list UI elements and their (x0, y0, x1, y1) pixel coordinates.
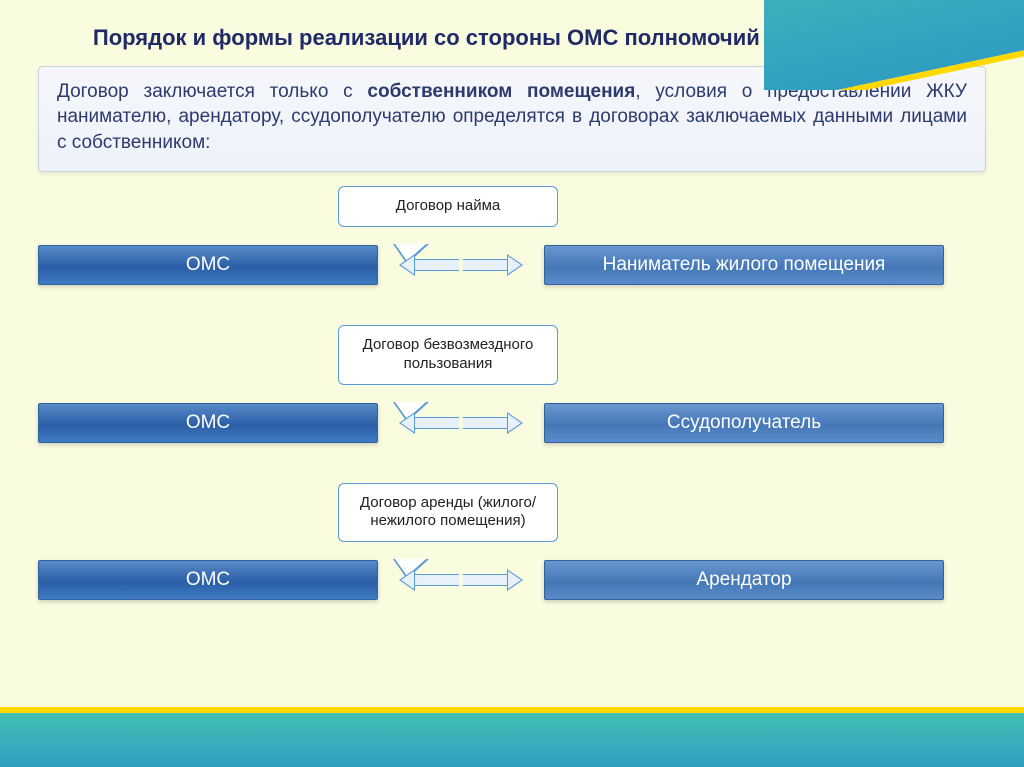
bar-left-2: ОМС (38, 403, 378, 443)
arrow-left-icon (399, 412, 459, 434)
row-3: Договор аренды (жилого/нежилого помещени… (38, 483, 986, 601)
info-bold: собственником помещения (367, 81, 635, 102)
diagram-rows: Договор найма ОМС Наниматель жилого поме… (38, 186, 986, 600)
bar-left-3: ОМС (38, 560, 378, 600)
callout-1: Договор найма (338, 186, 558, 227)
arrow-right-icon (463, 254, 523, 276)
bar-right-2: Ссудополучатель (544, 403, 944, 443)
arrows-1 (396, 249, 526, 281)
pair-2: ОМС Ссудополучатель (38, 403, 986, 443)
callout-3-text: Договор аренды (жилого/нежилого помещени… (360, 494, 536, 530)
arrows-3 (396, 564, 526, 596)
row-1: Договор найма ОМС Наниматель жилого поме… (38, 186, 986, 285)
callout-1-text: Договор найма (396, 197, 500, 214)
bar-left-1: ОМС (38, 245, 378, 285)
bar-right-1: Наниматель жилого помещения (544, 245, 944, 285)
bar-right-3: Арендатор (544, 560, 944, 600)
pair-1: ОМС Наниматель жилого помещения (38, 245, 986, 285)
bottom-accent (0, 707, 1024, 767)
pair-3: ОМС Арендатор (38, 560, 986, 600)
arrows-2 (396, 407, 526, 439)
callout-3: Договор аренды (жилого/нежилого помещени… (338, 483, 558, 543)
info-pre: Договор заключается только с (57, 81, 367, 102)
row-2: Договор безвозмездного пользования ОМС С… (38, 325, 986, 443)
arrow-right-icon (463, 569, 523, 591)
arrow-left-icon (399, 569, 459, 591)
corner-accent (764, 0, 1024, 90)
arrow-left-icon (399, 254, 459, 276)
callout-2: Договор безвозмездного пользования (338, 325, 558, 385)
callout-2-text: Договор безвозмездного пользования (363, 336, 534, 372)
arrow-right-icon (463, 412, 523, 434)
